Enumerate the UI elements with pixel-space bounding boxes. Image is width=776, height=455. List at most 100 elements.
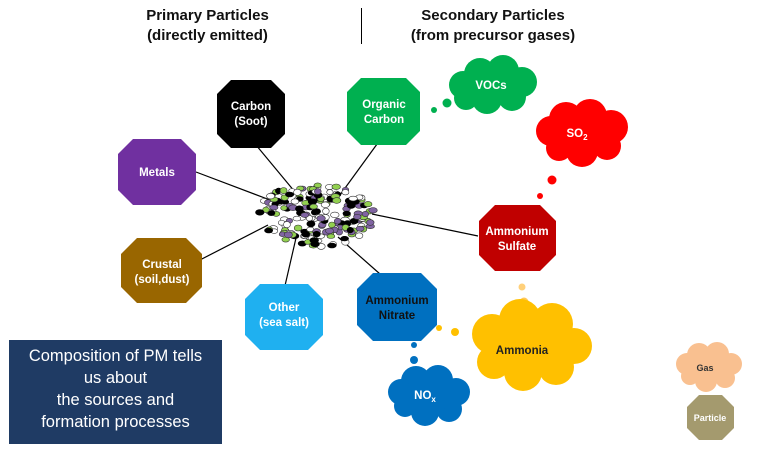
- cluster-particle: [368, 207, 378, 214]
- cluster-particle: [361, 211, 370, 218]
- node-ammonium-sulfate: Ammonium Sulfate: [479, 205, 556, 271]
- cluster-particle: [310, 209, 318, 216]
- cluster-particle: [292, 215, 302, 222]
- legend-gas-cloud: [676, 342, 742, 392]
- cluster-particle: [264, 227, 273, 234]
- ammonium-nitrate-label-1: Ammonium: [365, 295, 428, 307]
- carbon-label-2: (Soot): [234, 116, 267, 128]
- composition-line-4: formation processes: [41, 413, 190, 431]
- cluster-particle: [283, 221, 291, 228]
- cluster-particle: [267, 210, 276, 216]
- cluster-particle: [279, 187, 288, 194]
- node-carbon: Carbon (Soot): [217, 80, 285, 148]
- cluster-particle: [293, 188, 302, 196]
- other-label-1: Other: [269, 302, 300, 314]
- cluster-particle: [301, 230, 310, 238]
- composition-line-3: the sources and: [56, 391, 175, 409]
- other-octagon: [245, 284, 323, 350]
- vocs-cloud: VOCs: [431, 55, 537, 114]
- cluster-particle: [332, 197, 342, 204]
- cluster-particle: [320, 201, 330, 208]
- ammonium-sulfate-label-1: Ammonium: [485, 226, 548, 238]
- primary-subtitle: (directly emitted): [147, 27, 268, 44]
- so2-cloud: SO2: [536, 99, 628, 199]
- ammonia-cloud: Ammonia: [436, 283, 592, 391]
- composition-info-box: Composition of PM tells us about the sou…: [9, 340, 222, 444]
- carbon-label-1: Carbon: [231, 101, 271, 113]
- cluster-particle: [348, 195, 358, 202]
- vocs-label: VOCs: [475, 80, 506, 92]
- node-ammonium-nitrate: Ammonium Nitrate: [357, 273, 437, 341]
- node-organic-carbon: Organic Carbon: [347, 78, 420, 145]
- cluster-particle: [330, 211, 340, 218]
- cluster-particle: [327, 242, 337, 249]
- cluster-particle: [290, 198, 300, 205]
- cluster-particle: [295, 205, 304, 213]
- legend-particle-label: Particle: [694, 413, 727, 423]
- cluster-particle: [312, 231, 321, 238]
- legend-particle-octagon: [687, 395, 734, 440]
- ammonium-nitrate-octagon: [357, 273, 437, 341]
- cluster-particle: [307, 198, 318, 205]
- cluster-particle: [266, 193, 275, 200]
- ammonium-sulfate-octagon: [479, 205, 556, 271]
- ammonium-nitrate-label-2: Nitrate: [379, 310, 415, 322]
- nox-label-sub: x: [431, 395, 436, 404]
- cluster-particle: [309, 237, 319, 244]
- cluster-particle: [363, 201, 373, 208]
- other-label-2: (sea salt): [259, 317, 309, 329]
- connector-organic-carbon: [339, 139, 381, 196]
- cluster-particle: [316, 215, 326, 222]
- nox-cloud: NOx: [388, 342, 470, 426]
- so2-label-main: SO: [566, 128, 583, 140]
- connector-other: [283, 237, 297, 291]
- cluster-particle: [322, 207, 330, 215]
- legend-particle: Particle: [687, 395, 734, 440]
- crustal-octagon: [121, 238, 202, 303]
- connector-crustal: [195, 224, 269, 263]
- cluster-particle: [355, 225, 365, 232]
- cluster-particle: [314, 188, 322, 195]
- ammonia-label: Ammonia: [496, 345, 549, 357]
- cluster-particle: [313, 182, 322, 189]
- organic-carbon-label-1: Organic: [362, 99, 406, 111]
- cluster-particle: [325, 227, 334, 234]
- connector-metals: [195, 171, 271, 201]
- crustal-label-1: Crustal: [142, 259, 182, 271]
- so2-label: SO2: [566, 128, 588, 142]
- cluster-particle: [326, 189, 334, 195]
- cluster-particle: [283, 231, 293, 239]
- cluster-particle: [340, 236, 349, 242]
- primary-title: Primary Particles: [146, 7, 269, 24]
- secondary-subtitle: (from precursor gases): [410, 27, 576, 44]
- cluster-particle: [346, 202, 356, 209]
- cluster-particle: [269, 204, 279, 211]
- nox-label: NOx: [414, 390, 436, 404]
- metals-octagon: [118, 139, 196, 205]
- so2-label-sub: 2: [583, 133, 588, 142]
- node-crustal: Crustal (soil,dust): [121, 238, 202, 303]
- cluster-particle: [331, 183, 341, 190]
- cluster-particle: [285, 191, 295, 198]
- header-divider: [361, 8, 362, 44]
- primary-particles-header: Primary Particles (directly emitted): [120, 6, 295, 46]
- organic-carbon-octagon: [347, 78, 420, 145]
- cluster-particle: [280, 205, 288, 211]
- organic-carbon-label-2: Carbon: [364, 114, 404, 126]
- particle-cluster: [255, 182, 378, 250]
- cluster-particle: [306, 220, 316, 228]
- cluster-particle: [309, 203, 318, 210]
- nox-cloud-shape: [388, 365, 470, 426]
- cluster-particle: [342, 210, 351, 217]
- secondary-particles-header: Secondary Particles (from precursor gase…: [393, 6, 593, 46]
- connector-ammonium-sulfate: [371, 213, 479, 237]
- so2-cloud-shape: [536, 99, 628, 167]
- cluster-particle: [341, 189, 350, 196]
- metals-label: Metals: [139, 167, 175, 179]
- node-metals: Metals: [118, 139, 196, 205]
- cluster-particle: [355, 232, 364, 239]
- cluster-particle: [293, 224, 303, 232]
- ammonia-cloud-shape: [472, 299, 592, 391]
- nox-label-main: NO: [414, 390, 431, 402]
